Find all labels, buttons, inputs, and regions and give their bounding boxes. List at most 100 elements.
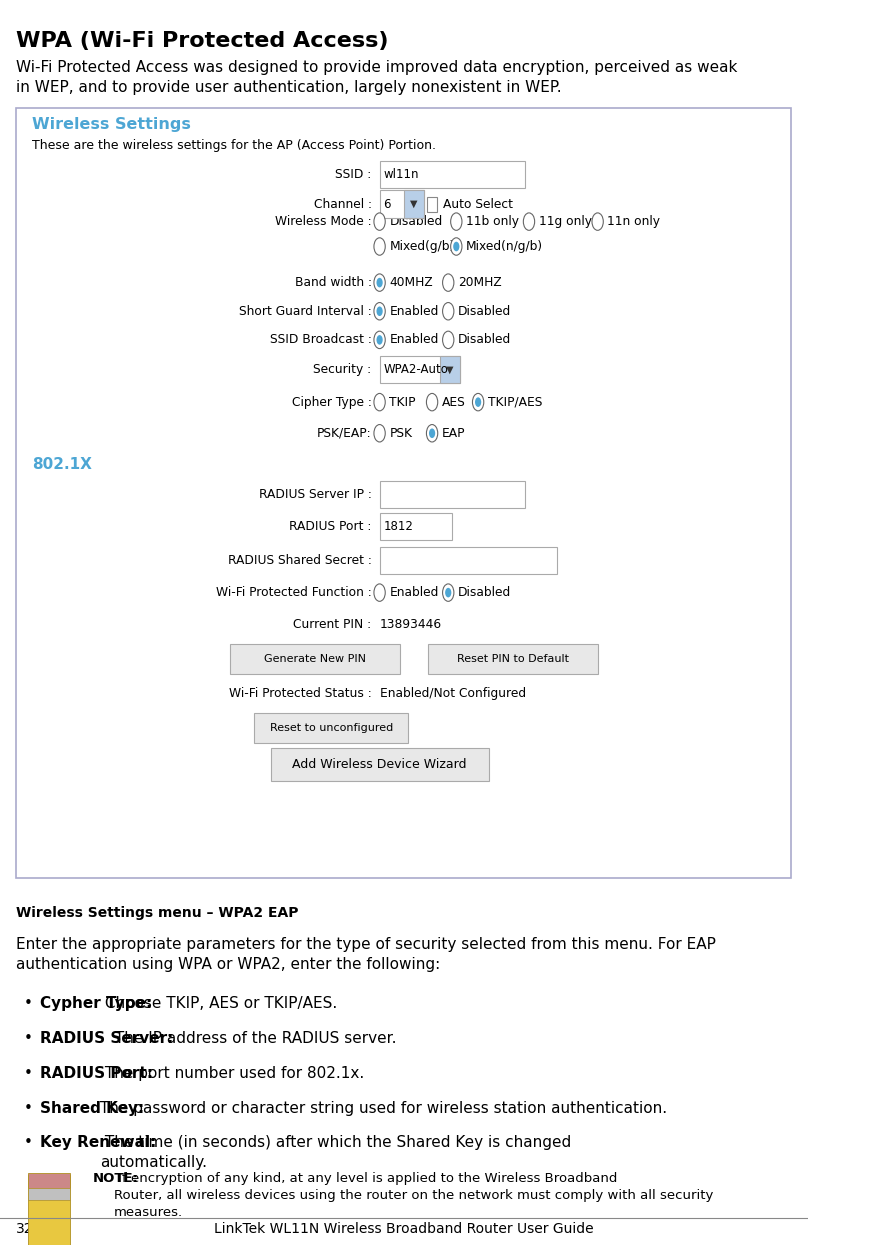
Text: 11n only: 11n only <box>607 215 660 228</box>
Text: Wireless Settings menu – WPA2 EAP: Wireless Settings menu – WPA2 EAP <box>17 906 299 920</box>
Text: Cipher Type :: Cipher Type : <box>292 396 372 408</box>
Text: Channel :: Channel : <box>314 198 372 210</box>
Text: Mixed(g/b): Mixed(g/b) <box>389 240 454 253</box>
Text: Wi-Fi Protected Status :: Wi-Fi Protected Status : <box>229 687 372 700</box>
FancyBboxPatch shape <box>404 190 424 218</box>
Circle shape <box>442 331 454 349</box>
Circle shape <box>475 397 481 407</box>
Text: Enabled: Enabled <box>389 334 439 346</box>
Circle shape <box>374 303 385 320</box>
Circle shape <box>523 213 534 230</box>
Circle shape <box>374 274 385 291</box>
Text: EAP: EAP <box>441 427 465 439</box>
Text: 13893446: 13893446 <box>380 619 441 631</box>
Text: TKIP: TKIP <box>389 396 415 408</box>
Text: Security :: Security : <box>314 364 372 376</box>
Text: Disabled: Disabled <box>458 305 511 317</box>
Text: •: • <box>24 1135 33 1150</box>
FancyBboxPatch shape <box>270 748 488 781</box>
Circle shape <box>454 242 460 251</box>
Text: The port number used for 802.1x.: The port number used for 802.1x. <box>101 1066 365 1081</box>
Circle shape <box>442 303 454 320</box>
Text: Disabled: Disabled <box>389 215 442 228</box>
Text: Wireless Settings: Wireless Settings <box>32 117 191 132</box>
Circle shape <box>429 428 435 438</box>
Circle shape <box>442 274 454 291</box>
Text: 6: 6 <box>383 198 391 210</box>
Text: Disabled: Disabled <box>458 334 511 346</box>
Circle shape <box>592 213 603 230</box>
Text: Wi-Fi Protected Function :: Wi-Fi Protected Function : <box>216 586 372 599</box>
Circle shape <box>374 425 385 442</box>
Text: 11b only: 11b only <box>466 215 519 228</box>
FancyBboxPatch shape <box>428 644 598 674</box>
Text: Band width :: Band width : <box>295 276 372 289</box>
FancyBboxPatch shape <box>380 161 525 188</box>
Text: WPA (Wi-Fi Protected Access): WPA (Wi-Fi Protected Access) <box>17 31 388 51</box>
Text: Choose TKIP, AES or TKIP/AES.: Choose TKIP, AES or TKIP/AES. <box>101 996 338 1011</box>
Text: Enabled/Not Configured: Enabled/Not Configured <box>380 687 526 700</box>
Text: Wireless Mode :: Wireless Mode : <box>275 215 372 228</box>
Circle shape <box>376 335 382 345</box>
Text: 32: 32 <box>17 1221 34 1236</box>
Text: Cypher Type:: Cypher Type: <box>40 996 153 1011</box>
Text: ▼: ▼ <box>410 199 417 209</box>
Circle shape <box>442 584 454 601</box>
Text: PSK: PSK <box>389 427 412 439</box>
Text: Enabled: Enabled <box>389 586 439 599</box>
Text: Short Guard Interval :: Short Guard Interval : <box>239 305 372 317</box>
Text: The IP address of the RADIUS server.: The IP address of the RADIUS server. <box>110 1031 397 1046</box>
Circle shape <box>473 393 484 411</box>
Text: The time (in seconds) after which the Shared Key is changed
automatically.: The time (in seconds) after which the Sh… <box>101 1135 572 1170</box>
Text: Auto Select: Auto Select <box>442 198 513 210</box>
Text: Shared Key:: Shared Key: <box>40 1101 144 1116</box>
FancyBboxPatch shape <box>29 1188 70 1200</box>
Text: Reset PIN to Default: Reset PIN to Default <box>457 654 569 664</box>
Text: PSK/EAP:: PSK/EAP: <box>317 427 372 439</box>
Text: RADIUS Port:: RADIUS Port: <box>40 1066 154 1081</box>
Circle shape <box>427 425 438 442</box>
Text: If encryption of any kind, at any level is applied to the Wireless Broadband
Rou: If encryption of any kind, at any level … <box>114 1172 713 1219</box>
Circle shape <box>451 238 462 255</box>
Text: Generate New PIN: Generate New PIN <box>264 654 366 664</box>
Text: These are the wireless settings for the AP (Access Point) Portion.: These are the wireless settings for the … <box>32 139 436 152</box>
Text: RADIUS Server IP :: RADIUS Server IP : <box>259 488 372 500</box>
Text: RADIUS Shared Secret :: RADIUS Shared Secret : <box>228 554 372 566</box>
Text: ▼: ▼ <box>446 365 454 375</box>
Circle shape <box>376 278 382 288</box>
Circle shape <box>427 393 438 411</box>
Circle shape <box>374 584 385 601</box>
FancyBboxPatch shape <box>428 197 437 212</box>
Text: •: • <box>24 1031 33 1046</box>
Text: Key Renewal:: Key Renewal: <box>40 1135 156 1150</box>
Text: NOTE:: NOTE: <box>93 1172 139 1184</box>
Circle shape <box>451 213 462 230</box>
Circle shape <box>445 588 451 598</box>
Text: 40MHZ: 40MHZ <box>389 276 433 289</box>
Circle shape <box>374 238 385 255</box>
Text: LinkTek WL11N Wireless Broadband Router User Guide: LinkTek WL11N Wireless Broadband Router … <box>214 1221 594 1236</box>
Text: Current PIN :: Current PIN : <box>294 619 372 631</box>
FancyBboxPatch shape <box>255 713 408 743</box>
FancyBboxPatch shape <box>380 356 461 383</box>
Circle shape <box>376 306 382 316</box>
FancyBboxPatch shape <box>230 644 400 674</box>
Text: 20MHZ: 20MHZ <box>458 276 501 289</box>
Text: SSID :: SSID : <box>335 168 372 181</box>
Text: Add Wireless Device Wizard: Add Wireless Device Wizard <box>292 758 467 771</box>
FancyBboxPatch shape <box>29 1173 70 1190</box>
Text: AES: AES <box>441 396 466 408</box>
Text: Wi-Fi Protected Access was designed to provide improved data encryption, perceiv: Wi-Fi Protected Access was designed to p… <box>17 60 738 95</box>
Text: •: • <box>24 996 33 1011</box>
Circle shape <box>374 331 385 349</box>
Text: RADIUS Server:: RADIUS Server: <box>40 1031 174 1046</box>
Text: Enabled: Enabled <box>389 305 439 317</box>
Text: WPA2-Auto: WPA2-Auto <box>383 364 448 376</box>
Text: wl11n: wl11n <box>383 168 419 181</box>
Circle shape <box>374 213 385 230</box>
Text: Reset to unconfigured: Reset to unconfigured <box>269 723 393 733</box>
Text: •: • <box>24 1066 33 1081</box>
FancyBboxPatch shape <box>380 513 452 540</box>
Text: RADIUS Port :: RADIUS Port : <box>289 520 372 533</box>
Circle shape <box>374 393 385 411</box>
